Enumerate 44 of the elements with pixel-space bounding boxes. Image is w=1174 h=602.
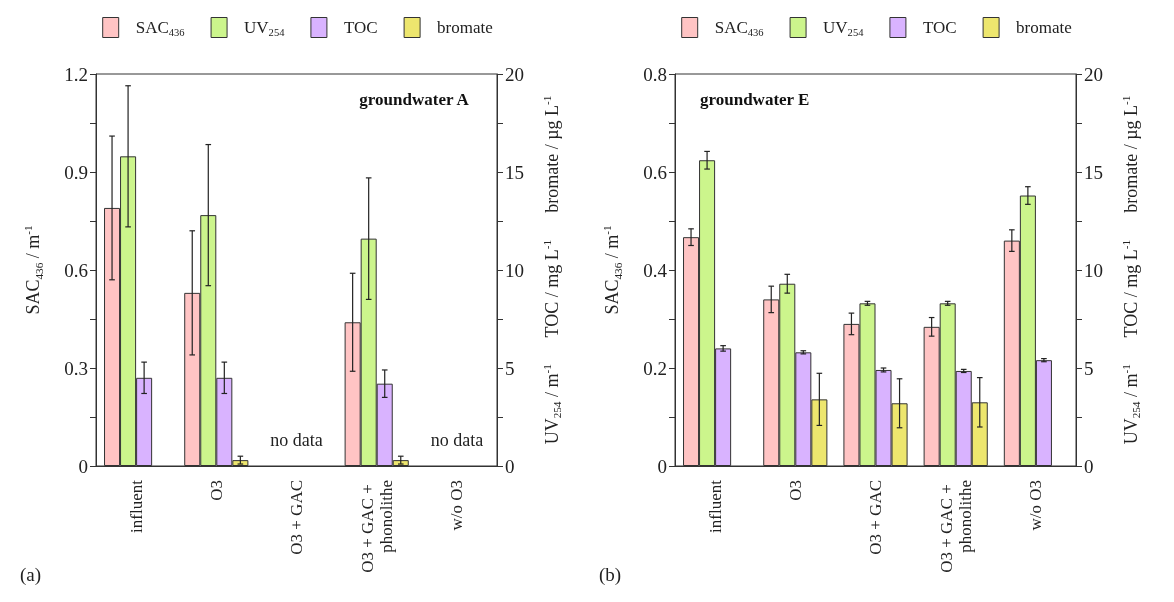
y2-tick-label: 15 bbox=[505, 161, 524, 183]
y-tick-label: 0.4 bbox=[643, 259, 668, 281]
x-tick-label: O3 + GAC bbox=[866, 480, 885, 555]
y2-tick-label: 20 bbox=[1084, 63, 1103, 85]
y-tick-label: 0.8 bbox=[643, 63, 667, 85]
x-tick-label: w/o O3 bbox=[447, 480, 467, 531]
y2-tick-label: 15 bbox=[1084, 161, 1103, 183]
y2-tick-label: 5 bbox=[505, 357, 515, 379]
y-tick-label: 1.2 bbox=[64, 63, 88, 85]
x-tick-label: O3 + GAC + phonolithe bbox=[936, 480, 975, 573]
x-tick-label: O3 + GAC + phonolithe bbox=[357, 480, 396, 573]
y-tick-label: 0.2 bbox=[643, 357, 667, 379]
y2-tick-label: 5 bbox=[1084, 357, 1094, 379]
y-tick-label: 0.6 bbox=[643, 161, 667, 183]
x-tick-label: O3 bbox=[785, 480, 805, 501]
y-tick-label: 0.3 bbox=[64, 357, 88, 379]
legend-label: bromate bbox=[437, 18, 493, 37]
x-tick-label: w/o O3 bbox=[1026, 480, 1046, 531]
text: UV254 / m-1 TOC / mg L-1 bromate / µg L-1 bbox=[540, 95, 564, 445]
text: UV254 / m-1 TOC / mg L-1 bromate / µg L-1 bbox=[1119, 95, 1143, 445]
y-axis-title: SAC436 / m-1 bbox=[600, 225, 624, 315]
legend-label: bromate bbox=[1016, 18, 1072, 37]
y2-tick-label: 0 bbox=[505, 455, 515, 477]
text: groundwater E bbox=[700, 90, 810, 109]
legend-label: TOC bbox=[922, 18, 957, 37]
y2-tick-label: 10 bbox=[505, 259, 524, 281]
legend-label: TOC bbox=[343, 18, 378, 37]
annotation: no data bbox=[270, 430, 323, 450]
y-tick-label: 0 bbox=[78, 455, 88, 477]
y-axis-title: SAC436 / m-1 bbox=[21, 225, 45, 315]
y2-tick-label: 20 bbox=[505, 63, 524, 85]
x-tick-label: O3 bbox=[206, 480, 226, 501]
x-tick-label: O3 + GAC bbox=[287, 480, 306, 555]
y-tick-label: 0 bbox=[657, 455, 667, 477]
y2-tick-label: 0 bbox=[1084, 455, 1094, 477]
annotation: no data bbox=[430, 430, 484, 450]
x-tick-label: influent bbox=[705, 479, 725, 533]
y-tick-label: 0.9 bbox=[64, 161, 88, 183]
y2-tick-label: 10 bbox=[1084, 259, 1103, 281]
text: (b) bbox=[599, 564, 622, 586]
text: groundwater A bbox=[359, 90, 470, 109]
text: (a) bbox=[20, 564, 42, 586]
x-tick-label: influent bbox=[126, 479, 146, 533]
y-tick-label: 0.6 bbox=[64, 259, 88, 281]
